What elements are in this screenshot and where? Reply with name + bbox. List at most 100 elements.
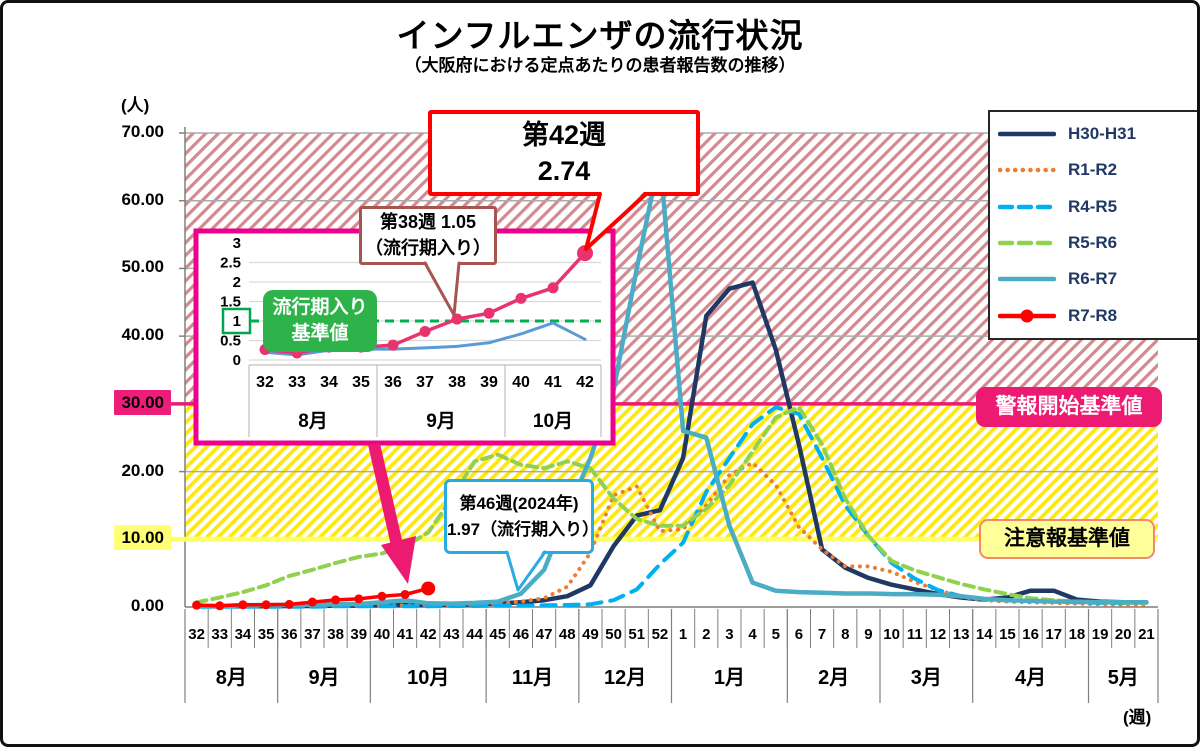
week-number: 15 bbox=[999, 626, 1016, 643]
series-R7-R8 bbox=[192, 581, 436, 611]
legend-item-R6-R7: R6-R7 bbox=[998, 269, 1190, 289]
y-tick-50: 50.00 bbox=[121, 257, 164, 277]
week-number: 9 bbox=[864, 626, 872, 643]
inset-y-tick: 0.5 bbox=[220, 333, 241, 350]
inset-week-number: 35 bbox=[352, 374, 370, 391]
month-label: 5月 bbox=[1108, 667, 1139, 689]
week-number: 35 bbox=[258, 626, 275, 643]
legend-item-R5-R6: R5-R6 bbox=[998, 233, 1190, 253]
data-series bbox=[192, 154, 1149, 611]
week-number: 20 bbox=[1115, 626, 1132, 643]
legend-line-sample bbox=[998, 131, 1056, 137]
y-tick-40: 40.00 bbox=[121, 325, 164, 345]
week-number: 32 bbox=[188, 626, 205, 643]
legend-line-sample bbox=[998, 168, 1056, 173]
magenta-arrow-shaft bbox=[368, 442, 403, 547]
inset-baseline-label-line1: 流行期入り bbox=[272, 297, 368, 319]
week-number: 19 bbox=[1092, 626, 1109, 643]
week-number: 8 bbox=[841, 626, 849, 643]
inset-data-point bbox=[547, 282, 559, 294]
inset-week-number: 36 bbox=[384, 374, 402, 391]
magenta-arrow bbox=[368, 442, 416, 584]
y-tick-20: 20.00 bbox=[121, 460, 164, 480]
series-line-R6-R7 bbox=[194, 154, 1149, 609]
inset-week-number: 38 bbox=[448, 374, 466, 391]
legend-label: R7-R8 bbox=[1068, 305, 1118, 325]
inset-week-number: 34 bbox=[320, 374, 338, 391]
month-label: 11月 bbox=[512, 667, 553, 689]
week-number: 13 bbox=[953, 626, 970, 643]
week-number: 16 bbox=[1022, 626, 1039, 643]
inset-data-point bbox=[577, 245, 593, 262]
week-number: 49 bbox=[582, 626, 599, 643]
data-point-marker bbox=[238, 600, 248, 610]
week-number: 12 bbox=[930, 626, 947, 643]
inset-data-point bbox=[451, 313, 463, 325]
inset-week-number: 42 bbox=[576, 374, 594, 391]
week-number: 46 bbox=[513, 626, 530, 643]
callout-week38-line2: （流行期入り） bbox=[365, 237, 491, 258]
month-label: 3月 bbox=[911, 667, 942, 689]
week-number: 40 bbox=[374, 626, 391, 643]
inset-y-tick: 1 bbox=[233, 313, 241, 330]
y-tick-10: 10.00 bbox=[39, 525, 171, 551]
inset-y-tick: 3 bbox=[233, 235, 241, 252]
data-point-marker bbox=[307, 597, 317, 607]
inset-month-label: 9月 bbox=[426, 411, 456, 432]
inset-week-number: 39 bbox=[480, 374, 498, 391]
y-tick-30: 30.00 bbox=[39, 389, 171, 416]
week-number: 50 bbox=[605, 626, 622, 643]
week-number: 6 bbox=[795, 626, 803, 643]
series-R6-R7 bbox=[194, 154, 1149, 609]
page-subtitle: （大阪府における定点あたりの患者報告数の推移） bbox=[404, 56, 796, 75]
data-point-marker bbox=[421, 581, 436, 596]
week-number: 38 bbox=[327, 626, 344, 643]
week-number: 10 bbox=[883, 626, 900, 643]
week-number: 36 bbox=[281, 626, 298, 643]
inset-week-number: 40 bbox=[512, 374, 530, 391]
legend-label: R1-R2 bbox=[1068, 160, 1118, 180]
inset-data-point bbox=[387, 339, 399, 351]
legend-item-H30-H31: H30-H31 bbox=[998, 124, 1190, 144]
month-label: 12月 bbox=[604, 667, 646, 689]
data-point-marker bbox=[284, 599, 294, 609]
data-point-marker bbox=[331, 595, 341, 605]
week-number: 48 bbox=[559, 626, 576, 643]
y-tick-0: 0.00 bbox=[130, 596, 164, 615]
inset-baseline-label-line2: 基準値 bbox=[291, 323, 349, 344]
week-number: 1 bbox=[679, 626, 687, 643]
page-title: インフルエンザの流行状況 bbox=[396, 17, 804, 54]
week-number: 39 bbox=[350, 626, 367, 643]
callout-week46-line2: 1.97（流行期入り） bbox=[447, 519, 600, 539]
x-axis: 32 33 34 35 36 37 38 39 40 41 42 43 44 45 46 47 48 49 50 51… bbox=[184, 606, 1159, 703]
callout-week42-line1: 第42週 bbox=[521, 119, 607, 150]
week-number: 21 bbox=[1138, 626, 1155, 643]
x-axis-unit: (週) bbox=[1123, 708, 1152, 727]
data-point-marker bbox=[377, 591, 387, 601]
legend: H30-H31 R1-R2 R4-R5 R5-R6 R6-R7 R7-R8 bbox=[988, 110, 1197, 340]
legend-line-sample bbox=[998, 309, 1056, 323]
month-label: 8月 bbox=[216, 667, 247, 689]
y-tick-60: 60.00 bbox=[121, 189, 164, 209]
legend-item-R4-R5: R4-R5 bbox=[998, 197, 1190, 217]
week-number: 5 bbox=[772, 626, 780, 643]
week-number: 2 bbox=[702, 626, 710, 643]
inset-data-point bbox=[483, 307, 495, 319]
week-number: 33 bbox=[211, 626, 228, 643]
week-number: 18 bbox=[1069, 626, 1086, 643]
inset-y-tick: 2 bbox=[233, 274, 241, 291]
data-point-marker bbox=[215, 601, 225, 611]
week-number: 44 bbox=[466, 626, 483, 643]
month-label: 10月 bbox=[407, 667, 449, 689]
week-number: 42 bbox=[420, 626, 437, 643]
month-label: 1月 bbox=[714, 667, 745, 689]
series-line-R5-R6 bbox=[194, 405, 1149, 605]
alert-threshold-label: 警報開始基準値 bbox=[976, 387, 1162, 427]
week-number: 52 bbox=[652, 626, 669, 643]
legend-label: R4-R5 bbox=[1068, 196, 1118, 216]
data-point-marker bbox=[261, 600, 271, 610]
callout-week46: 第46週(2024年) 1.97（流行期入り） bbox=[444, 479, 600, 554]
legend-line-sample bbox=[998, 204, 1056, 210]
legend-item-R1-R2: R1-R2 bbox=[998, 160, 1190, 180]
